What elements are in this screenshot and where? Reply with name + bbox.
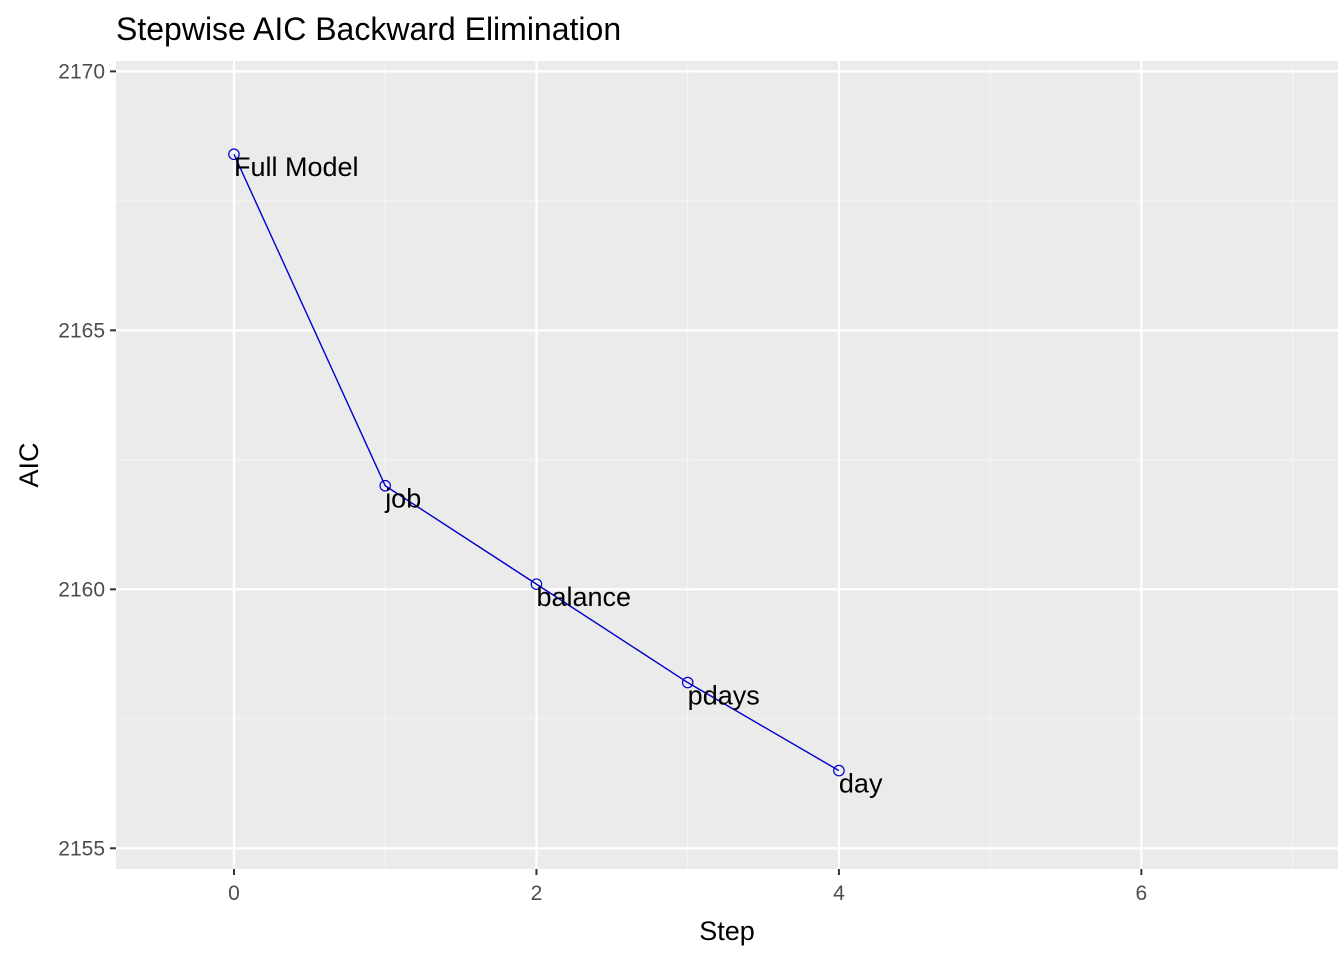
data-point (681, 676, 694, 689)
y-tick-label: 2165 (58, 319, 105, 342)
x-tick-label: 6 (1136, 882, 1148, 905)
x-tick-label: 2 (531, 882, 543, 905)
data-point-label: Full Model (234, 152, 359, 182)
y-tick-label: 2155 (58, 837, 105, 860)
x-tick-label: 0 (228, 882, 240, 905)
data-point-label: job (384, 484, 421, 514)
data-point-label: balance (536, 582, 631, 612)
y-tick-label: 2170 (58, 60, 105, 83)
data-point (379, 479, 392, 492)
chart-title: Stepwise AIC Backward Elimination (116, 11, 621, 47)
y-axis-title: AIC (14, 442, 44, 487)
plot-panel (116, 61, 1338, 869)
series-line (233, 153, 840, 772)
x-axis-title: Step (699, 916, 755, 946)
data-point-label: pdays (688, 681, 760, 711)
data-point (833, 764, 845, 777)
axes: 0 2 4 6 2155 2160 2165 2170 (58, 60, 1147, 905)
grid-lines (116, 61, 1338, 869)
y-tick-label: 2160 (58, 578, 105, 601)
data-point-label: day (839, 769, 883, 799)
x-tick-label: 4 (833, 882, 845, 905)
data-point (228, 148, 240, 161)
series-line-group (228, 148, 845, 777)
point-labels: Full Model job balance pdays day (234, 152, 883, 798)
data-point (530, 578, 543, 590)
